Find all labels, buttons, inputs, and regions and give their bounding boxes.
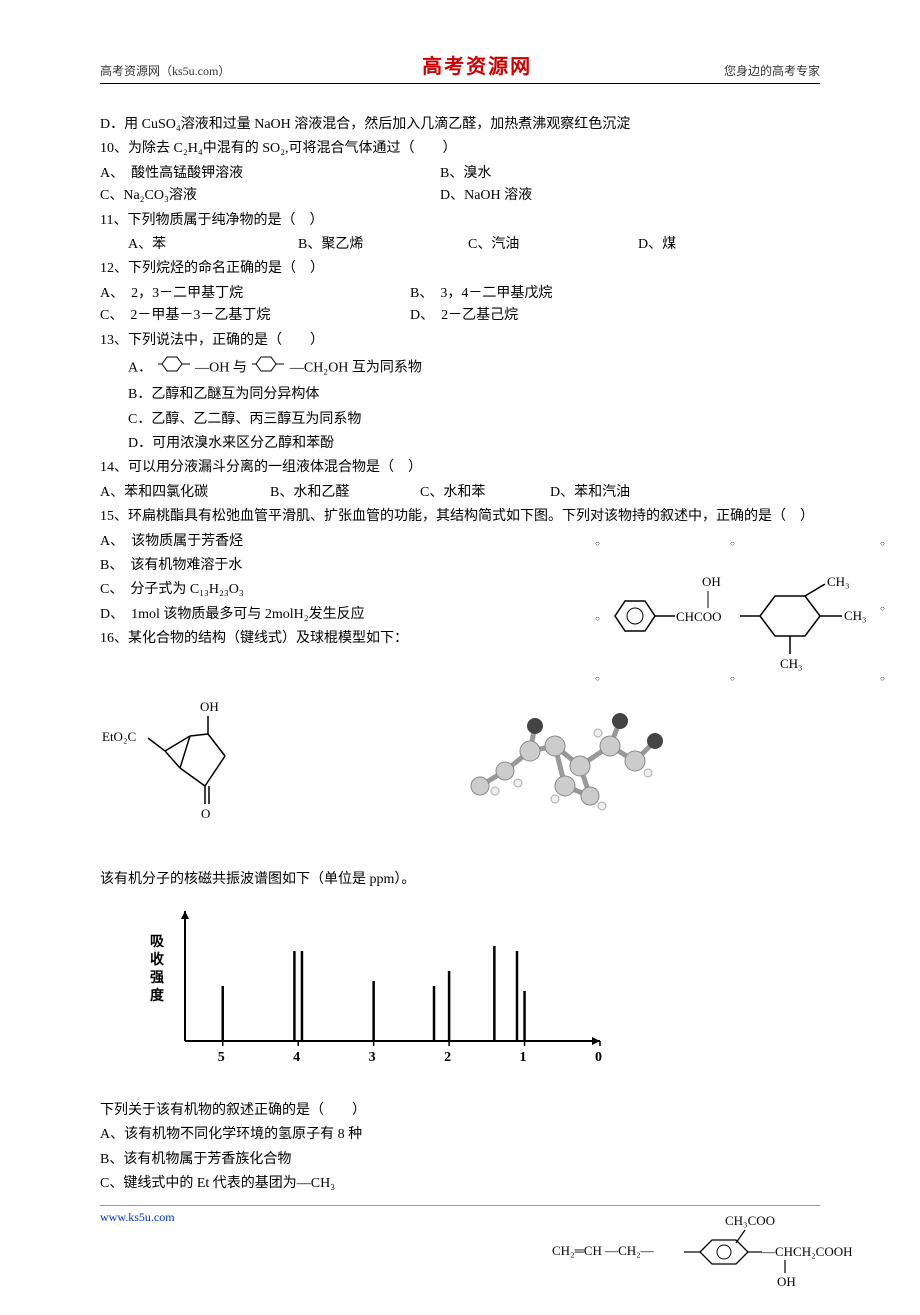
q13-stem: 13、下列说法中，正确的是（ ）: [100, 330, 820, 352]
svg-text:○: ○: [730, 674, 735, 683]
q14-b: B、水和乙醛: [270, 482, 420, 504]
svg-text:○: ○: [880, 539, 885, 548]
q12-d: D、 2－乙基己烷: [410, 305, 518, 327]
svg-text:○: ○: [595, 539, 600, 548]
q10-c: C、Na₂CO₃溶液: [100, 185, 440, 207]
svg-text:○: ○: [595, 614, 600, 623]
q11-d: D、煤: [638, 234, 808, 256]
q12-b: B、 3，4－二甲基戊烷: [410, 283, 552, 305]
q12-stem: 12、下列烷烃的命名正确的是（ ）: [100, 258, 820, 280]
page-footer: www.ks5u.com CH₃COO CH₂═CH —CH₂— —CHCH₂C…: [100, 1205, 820, 1295]
q14-stem: 14、可以用分液漏斗分离的一组液体混合物是（ ）: [100, 457, 820, 479]
q10-a: A、 酸性高锰酸钾溶液: [100, 163, 440, 185]
q16-skeletal-structure: OH EtO₂C O: [100, 696, 260, 834]
page-header: 高考资源网（ks5u.com） 高考资源网 您身边的高考专家: [100, 50, 820, 84]
svg-text:○: ○: [880, 604, 885, 613]
header-left: 高考资源网（ks5u.com）: [100, 62, 230, 79]
svg-text:收: 收: [150, 951, 165, 968]
label-ch3coo: CH₃COO: [725, 1213, 775, 1228]
label-ch3b: CH₃: [844, 608, 867, 623]
q11-b: B、聚乙烯: [298, 234, 468, 256]
label-ch3c: CH₃: [780, 656, 803, 671]
svg-text:度: 度: [150, 987, 165, 1004]
svg-text:2: 2: [444, 1050, 451, 1065]
q15-structure-image: ○ ○ ○ ○ ○ ○ ○ ○ OH CHCOO: [590, 536, 890, 686]
svg-text:3: 3: [369, 1050, 376, 1065]
label-oh: OH: [200, 699, 219, 714]
label-oh2: OH: [777, 1274, 796, 1289]
svg-text:○: ○: [730, 539, 735, 548]
label-chcoo: CHCOO: [676, 609, 722, 624]
label-o: O: [201, 806, 210, 821]
svg-text:5: 5: [218, 1050, 225, 1065]
q16-a: A、该有机物不同化学环境的氢原子有 8 种: [100, 1124, 820, 1146]
svg-text:○: ○: [595, 674, 600, 683]
q14-d: D、苯和汽油: [550, 482, 630, 504]
q9-option-d: D．用 CuSO₄溶液和过量 NaOH 溶液混合，然后加入几滴乙醛，加热煮沸观察…: [100, 114, 820, 136]
svg-text:4: 4: [293, 1050, 300, 1065]
q13-a: A． —OH 与 —CH₂OH 互为同系物: [100, 354, 820, 382]
header-right: 您身边的高考专家: [724, 62, 820, 79]
q14-c: C、水和苯: [420, 482, 550, 504]
q10-d: D、NaOH 溶液: [440, 185, 610, 207]
q16-b: B、该有机物属于芳香族化合物: [100, 1149, 820, 1171]
q12-a: A、 2，3－二甲基丁烷: [100, 283, 410, 305]
q15-stem: 15、环扁桃酯具有松弛血管平滑肌、扩张血管的功能，其结构简式如下图。下列对该物持…: [100, 506, 820, 528]
svg-text:0: 0: [595, 1050, 602, 1065]
label-chch2cooh: —CHCH₂COOH: [761, 1244, 853, 1259]
benzene-icon: [250, 354, 286, 382]
benzene-icon: [156, 354, 192, 382]
q13-a-mid: —OH 与: [195, 360, 250, 375]
q13-b: B．乙醇和乙醚互为同分异构体: [100, 384, 820, 406]
q16-c: C、键线式中的 Et 代表的基团为—CH₃: [100, 1173, 820, 1195]
q13-a-pre: A．: [128, 360, 152, 375]
svg-text:吸: 吸: [150, 934, 165, 950]
q16-nmr-intro: 该有机分子的核磁共振波谱图如下（单位是 ppm）。: [100, 869, 820, 891]
content-body: D．用 CuSO₄溶液和过量 NaOH 溶液混合，然后加入几滴乙醛，加热煮沸观察…: [100, 114, 820, 1195]
svg-text:○: ○: [880, 674, 885, 683]
svg-text:强: 强: [150, 970, 164, 986]
footer-url: www.ks5u.com: [100, 1210, 175, 1225]
q11-a: A、苯: [128, 234, 298, 256]
label-oh: OH: [702, 574, 721, 589]
q13-a-post: —CH₂OH 互为同系物: [290, 360, 422, 375]
q13-d: D．可用浓溴水来区分乙醇和苯酚: [100, 433, 820, 455]
nmr-spectrum-chart: 吸收强度 0 1 2 3 4 5: [130, 901, 820, 1079]
q11-c: C、汽油: [468, 234, 638, 256]
q13-c: C．乙醇、乙二醇、丙三醇互为同系物: [100, 409, 820, 431]
q14-a: A、苯和四氯化碳: [100, 482, 270, 504]
svg-text:1: 1: [520, 1050, 527, 1065]
footer-structure: CH₃COO CH₂═CH —CH₂— —CHCH₂COOH OH: [550, 1210, 870, 1295]
label-ch2ch: CH₂═CH —CH₂—: [552, 1243, 655, 1258]
q12-c: C、 2－甲基－3－乙基丁烷: [100, 305, 410, 327]
q11-stem: 11、下列物质属于纯净物的是（ ）: [100, 210, 820, 232]
label-eto2c: EtO₂C: [102, 729, 136, 744]
q16-ball-stick-model: [460, 691, 680, 839]
q10-stem: 10、为除去 C₂H₄中混有的 SO₂,可将混合气体通过（ ）: [100, 138, 820, 160]
label-ch3a: CH₃: [827, 574, 850, 589]
q16-followup: 下列关于该有机物的叙述正确的是（ ）: [100, 1100, 820, 1122]
q10-b: B、溴水: [440, 163, 610, 185]
header-center-logo: 高考资源网: [422, 50, 532, 79]
